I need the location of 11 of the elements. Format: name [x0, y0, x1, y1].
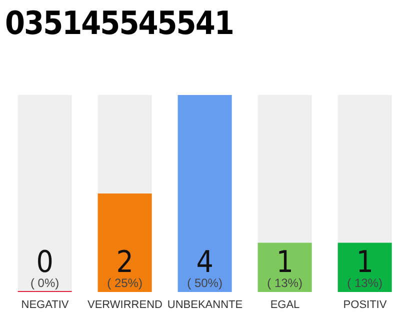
data-label: 2 ( 25%): [107, 245, 142, 290]
data-label: 0 ( 0%): [30, 245, 60, 290]
data-label: 1 ( 13%): [267, 245, 302, 290]
chart-title: 035145545541: [5, 3, 234, 44]
data-label: 1 ( 13%): [347, 245, 382, 290]
x-tick-label: EGAL: [270, 298, 300, 311]
x-tick-label: UNBEKANNTE: [167, 298, 243, 311]
data-label: 4 ( 50%): [187, 245, 222, 290]
x-tick-label: NEGATIV: [21, 298, 70, 311]
x-tick-label: VERWIRREND: [88, 298, 163, 311]
x-tick-label: POSITIV: [343, 298, 388, 311]
